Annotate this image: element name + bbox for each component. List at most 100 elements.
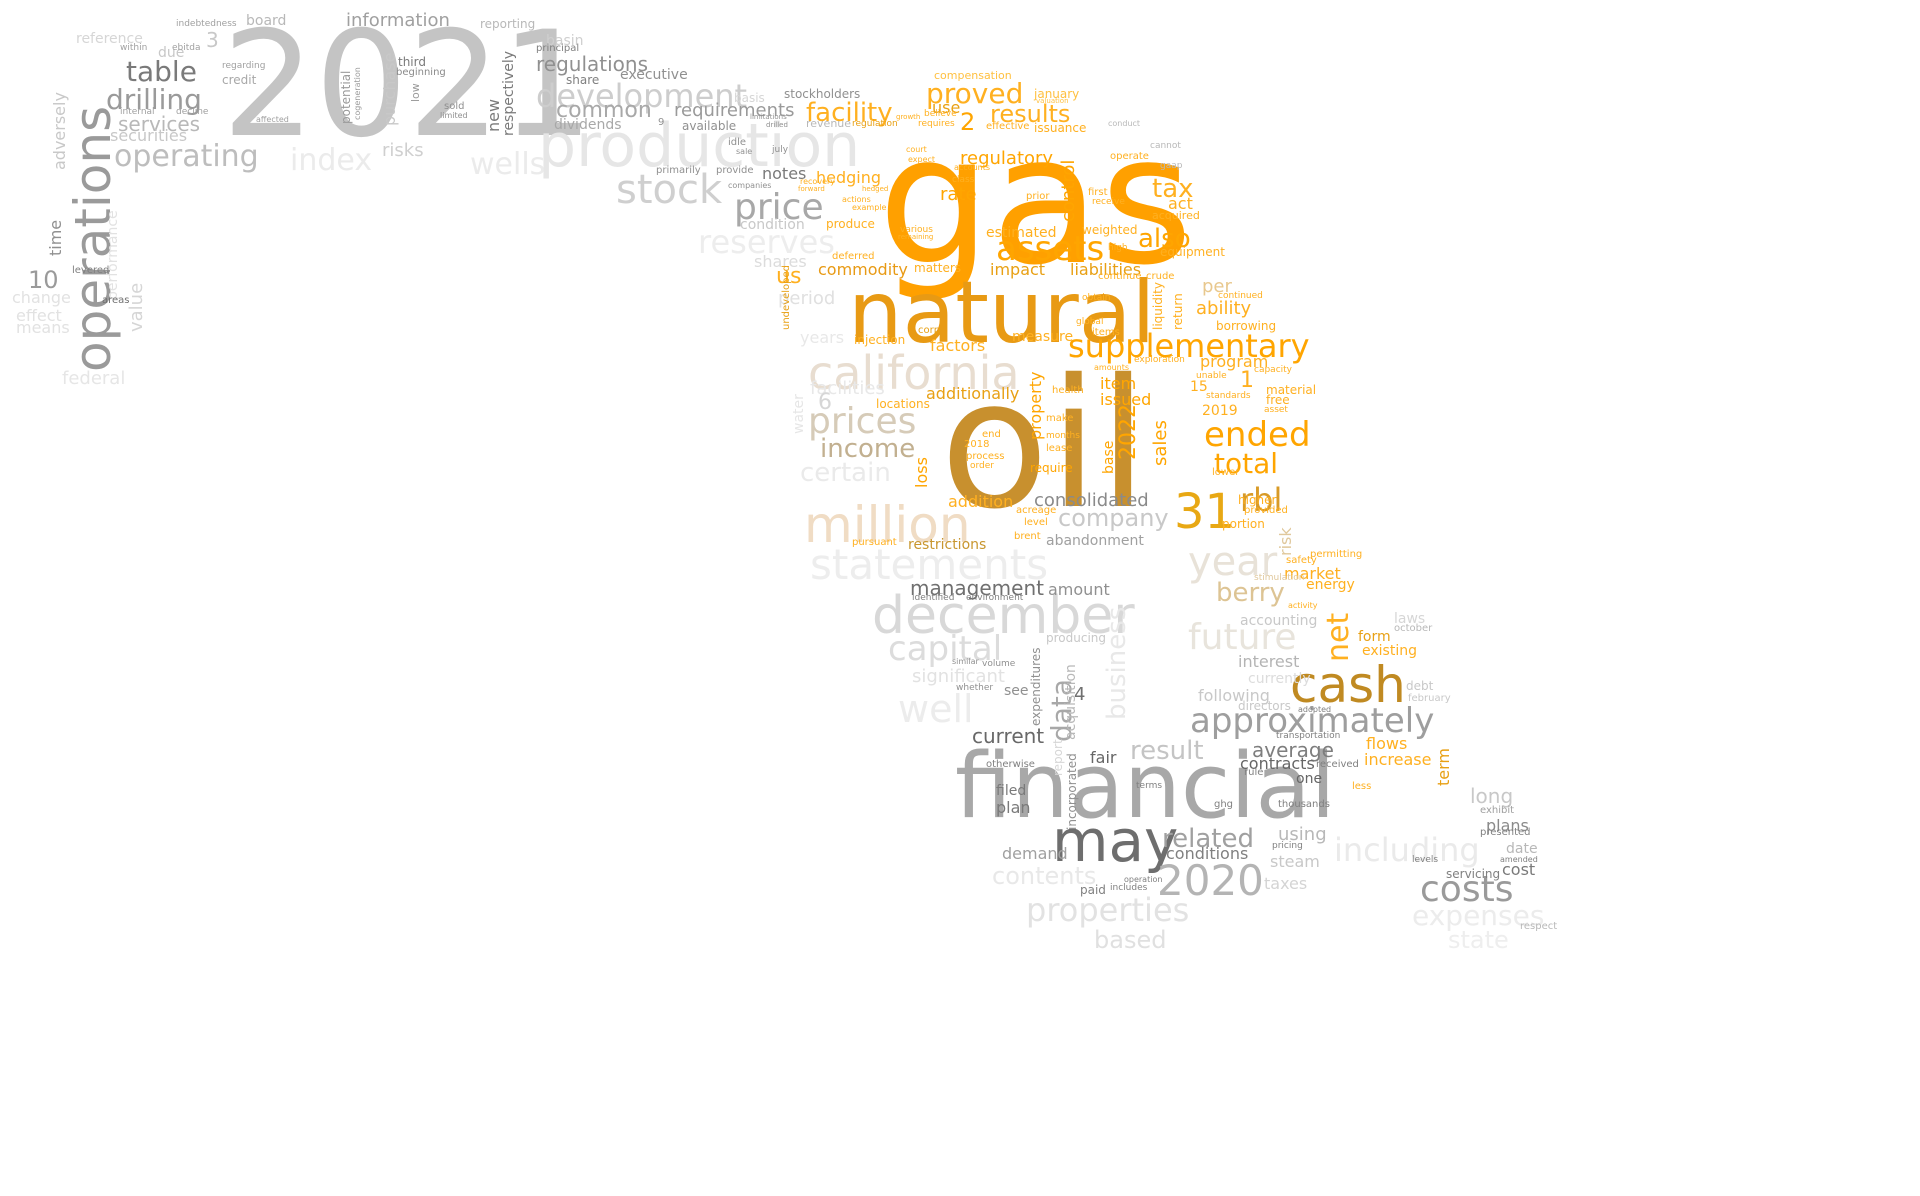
word-notes: notes: [762, 164, 807, 183]
word-items: items: [1092, 327, 1120, 338]
word-portion: portion: [1222, 517, 1265, 531]
word-2020: 2020: [1157, 856, 1264, 905]
word-filed: filed: [996, 783, 1027, 799]
word-natural: natural: [848, 263, 1156, 363]
word-assets: assets: [996, 229, 1105, 269]
word-million: million: [804, 496, 971, 554]
word-companies: companies: [728, 181, 772, 190]
word-debt: debt: [1406, 679, 1434, 693]
word-may: may: [1052, 807, 1179, 875]
word-development: development: [536, 77, 748, 115]
word-company: company: [1058, 504, 1169, 532]
word-related: related: [1162, 824, 1254, 854]
word-9: 9: [658, 117, 665, 128]
word-financial: financial: [955, 734, 1336, 839]
word-high: high: [1108, 243, 1128, 253]
word-performance: performance: [105, 210, 121, 300]
word-time: time: [46, 219, 65, 256]
word-adversely: adversely: [50, 92, 69, 170]
word-october: october: [1394, 623, 1433, 634]
word-adopted: adopted: [1298, 705, 1332, 714]
word-following: following: [1198, 686, 1270, 705]
word-third: third: [398, 55, 426, 69]
word-risk: risk: [1276, 527, 1295, 556]
word-capital: capital: [888, 629, 1003, 669]
word-currently: currently: [1248, 671, 1311, 687]
word-statements: statements: [810, 540, 1049, 589]
word-item: item: [1100, 374, 1137, 393]
word-health: health: [1052, 385, 1084, 396]
word-decline: decline: [176, 107, 209, 117]
word-requires: requires: [918, 119, 955, 129]
word-management: management: [910, 576, 1044, 600]
word-revenue: revenue: [806, 117, 852, 130]
word-end: end: [982, 429, 1001, 440]
word-return: return: [1171, 293, 1185, 330]
word-unable: unable: [1196, 371, 1227, 381]
word-california: california: [808, 346, 1020, 400]
word-per: per: [1202, 276, 1232, 297]
word-significant: significant: [912, 666, 1005, 687]
word-produce: produce: [826, 217, 875, 231]
word-rbl: rbl: [1240, 481, 1283, 519]
word-regulatory: regulatory: [960, 148, 1054, 169]
word-operation: operation: [1124, 875, 1163, 884]
word-less: less: [1352, 781, 1372, 792]
word-lease: lease: [1046, 443, 1073, 454]
word-compensation: compensation: [934, 69, 1012, 82]
word-areas: areas: [102, 295, 130, 306]
word-1: 1: [1240, 368, 1254, 393]
word-year: year: [1188, 539, 1278, 585]
word-require: require: [1030, 461, 1073, 475]
word-interest: interest: [1238, 652, 1300, 671]
word-additionally: additionally: [926, 384, 1020, 403]
word-taxes: taxes: [1264, 874, 1308, 893]
word-liquidity: liquidity: [1151, 282, 1165, 330]
word-whether: whether: [956, 683, 994, 693]
word-purchase: purchase: [380, 52, 399, 126]
word-limited: limited: [440, 111, 468, 120]
word-prior: prior: [1026, 191, 1050, 202]
word-acreage: acreage: [1016, 505, 1057, 516]
word-expenditures: expenditures: [1029, 647, 1043, 726]
word-act: act: [1168, 194, 1193, 213]
word-tax: tax: [1152, 174, 1194, 204]
word-forward: forward: [798, 185, 825, 193]
word-acquisition: acquisition: [1063, 664, 1079, 740]
word-stock: stock: [616, 167, 723, 213]
word-permitting: permitting: [1310, 549, 1363, 560]
word-within: within: [120, 43, 148, 53]
word-sale: sale: [736, 147, 753, 156]
word-see: see: [1004, 683, 1029, 699]
word-includes: includes: [1110, 883, 1148, 893]
word-well: well: [898, 687, 974, 731]
word-report: report: [1051, 739, 1065, 776]
word-2: 2: [960, 108, 976, 136]
word-rate: rate: [940, 184, 977, 205]
word-effect: effect: [16, 306, 62, 325]
word-dividends: dividends: [554, 117, 622, 133]
word-table: table: [126, 55, 197, 88]
word-business: business: [1102, 606, 1132, 720]
word-prices: prices: [808, 401, 917, 442]
word-continued: continued: [1218, 291, 1263, 301]
word-contents: contents: [992, 862, 1097, 890]
word-identified: identified: [912, 593, 955, 603]
word-shares: shares: [754, 252, 807, 271]
word-factors: factors: [930, 336, 986, 355]
word-2022: 2022: [1116, 404, 1141, 460]
word-using: using: [1278, 824, 1327, 845]
word-hedging: hedging: [816, 168, 882, 187]
word-respectively: respectively: [501, 50, 517, 136]
word-share: share: [566, 73, 600, 87]
word-december: december: [872, 586, 1135, 646]
word-properties: properties: [1026, 891, 1190, 929]
word-2021: 2021: [222, 0, 594, 170]
word-borrowing: borrowing: [1216, 319, 1277, 333]
word-result: result: [1130, 736, 1204, 766]
word-affected: affected: [256, 115, 289, 124]
word-otherwise: otherwise: [986, 759, 1035, 770]
word-impact: impact: [990, 260, 1046, 279]
word-flows: flows: [1366, 734, 1408, 753]
